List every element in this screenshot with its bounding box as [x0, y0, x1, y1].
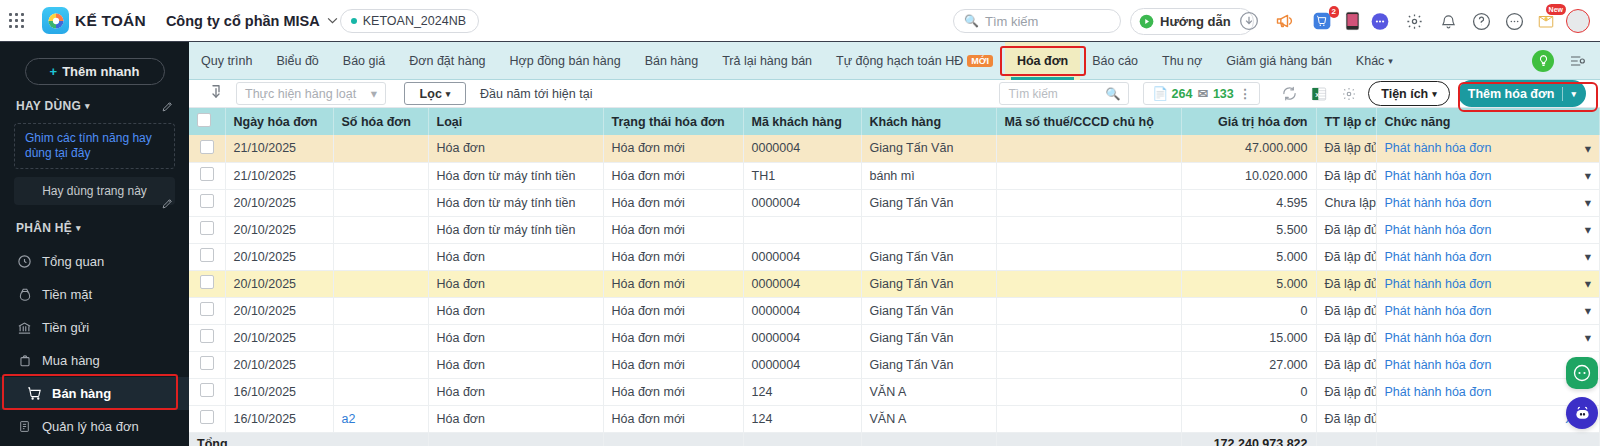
svg-text:X: X — [1316, 91, 1320, 97]
